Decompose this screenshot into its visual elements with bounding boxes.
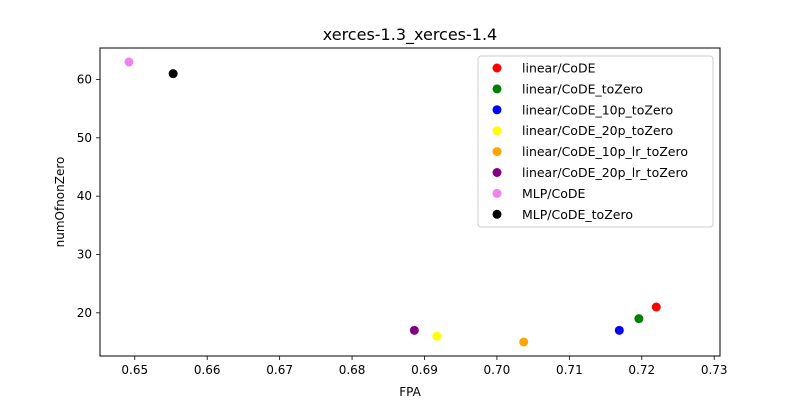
- x-tick-label: 0.68: [339, 363, 366, 377]
- legend-entry-label: linear/CoDE_20p_toZero: [522, 123, 673, 138]
- legend-box: [477, 55, 714, 228]
- x-tick-label: 0.71: [556, 363, 583, 377]
- legend-marker: [492, 84, 502, 94]
- legend-marker: [492, 168, 502, 177]
- x-axis-ticks: 0.65 0.66 0.67 0.68 0.69 0.70 0.71 0.72 0.73: [121, 356, 728, 377]
- legend-marker: [492, 147, 502, 157]
- data-point: [519, 337, 529, 347]
- x-axis-label: FPA: [399, 385, 421, 399]
- x-tick-label: 0.65: [121, 363, 148, 377]
- y-tick-label: 40: [77, 189, 92, 203]
- chart-title: xerces-1.3_xerces-1.4: [323, 25, 497, 45]
- x-tick-label: 0.67: [266, 363, 293, 377]
- x-tick-label: 0.72: [628, 363, 655, 377]
- y-tick-label: 50: [77, 131, 92, 145]
- y-tick-label: 60: [77, 73, 92, 87]
- legend-marker: [492, 126, 502, 136]
- x-tick-label: 0.73: [701, 363, 728, 377]
- legend-entry-label: linear/CoDE_toZero: [522, 81, 643, 96]
- legend-entry-label: linear/CoDE_20p_lr_toZero: [522, 165, 688, 180]
- data-point: [634, 314, 644, 324]
- x-tick-label: 0.66: [194, 363, 221, 377]
- y-axis-ticks: 20 30 40 50 60: [77, 73, 100, 320]
- legend-entry-label: MLP/CoDE_toZero: [522, 207, 633, 222]
- legend-marker: [492, 105, 502, 115]
- legend-entry-label: linear/CoDE_10p_lr_toZero: [522, 144, 688, 159]
- legend-entry-label: linear/CoDE: [522, 61, 596, 76]
- data-point: [432, 331, 442, 341]
- x-tick-label: 0.69: [411, 363, 438, 377]
- legend-marker: [492, 209, 502, 219]
- legend-entry-label: MLP/CoDE: [522, 186, 585, 201]
- legend-entry-label: linear/CoDE_10p_toZero: [522, 102, 673, 117]
- x-tick-label: 0.70: [484, 363, 511, 377]
- y-tick-label: 20: [77, 306, 92, 320]
- legend: linear/CoDE linear/CoDE_toZero linear/CoDE…: [477, 55, 714, 228]
- data-point: [651, 302, 661, 312]
- legend-marker: [492, 188, 502, 198]
- y-tick-label: 30: [77, 248, 92, 262]
- data-point: [409, 325, 419, 335]
- data-point: [124, 57, 134, 67]
- data-point: [614, 325, 624, 335]
- data-points: [124, 57, 661, 347]
- legend-marker: [492, 63, 502, 73]
- y-axis-label: numOfnonZero: [53, 157, 67, 248]
- data-point: [168, 69, 178, 79]
